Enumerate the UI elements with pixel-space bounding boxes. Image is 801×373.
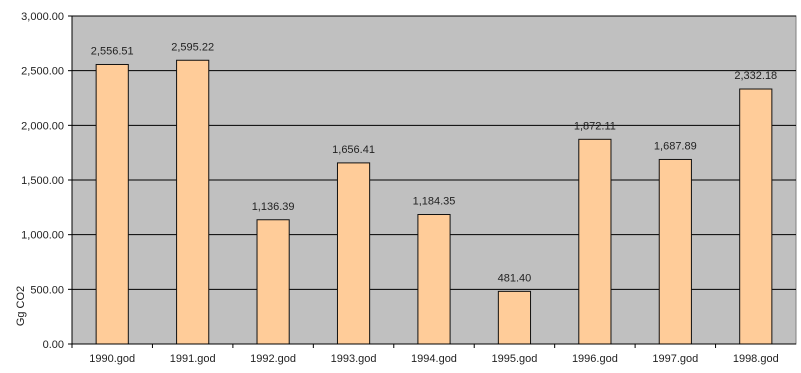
x-tick-label: 1997.god bbox=[652, 353, 698, 365]
bar bbox=[658, 158, 692, 345]
bar bbox=[417, 214, 451, 345]
y-axis-label: Gg CO2 bbox=[15, 286, 27, 326]
y-axis: 0.00 500.00 1,000.00 1,500.00 2,000.00 2,500.… bbox=[21, 11, 73, 351]
bar bbox=[256, 219, 290, 345]
data-label: 2,332.18 bbox=[734, 70, 777, 82]
bar bbox=[95, 63, 129, 345]
x-tick-label: 1996.god bbox=[572, 353, 618, 365]
data-labels: 2,556.51 2,595.22 1,136.39 1,656.41 1,184.35… bbox=[91, 41, 777, 284]
x-tick-label: 1992.god bbox=[250, 353, 296, 365]
y-tick-label: 0.00 bbox=[43, 339, 64, 351]
x-tick-label: 1991.god bbox=[170, 353, 216, 365]
bar bbox=[578, 138, 612, 345]
x-tick-label: 1995.god bbox=[491, 353, 537, 365]
data-label: 1,656.41 bbox=[332, 144, 375, 156]
data-label: 481.40 bbox=[498, 272, 532, 284]
y-tick-label: 3,000.00 bbox=[21, 11, 64, 23]
data-label: 1,136.39 bbox=[252, 201, 295, 213]
y-tick-label: 2,000.00 bbox=[21, 120, 64, 132]
bars bbox=[95, 59, 773, 345]
x-axis: 1990.god 1991.god 1992.god 1993.god 1994.god… bbox=[71, 343, 796, 365]
y-tick-label: 1,500.00 bbox=[21, 175, 64, 187]
data-label: 1,687.89 bbox=[654, 140, 697, 152]
data-label: 2,595.22 bbox=[171, 41, 214, 53]
data-label: 1,872.11 bbox=[574, 120, 616, 132]
bar bbox=[336, 162, 371, 345]
x-tick-label: 1994.god bbox=[411, 353, 457, 365]
y-tick-label: 2,500.00 bbox=[21, 66, 64, 78]
x-tick-label: 1998.god bbox=[733, 353, 779, 365]
data-label: 2,556.51 bbox=[91, 45, 134, 57]
bar bbox=[739, 88, 773, 345]
y-tick-label: 500.00 bbox=[30, 284, 64, 296]
bar bbox=[497, 290, 532, 345]
x-tick-label: 1990.god bbox=[89, 353, 135, 365]
data-label: 1,184.35 bbox=[413, 196, 456, 208]
y-tick-label: 1,000.00 bbox=[21, 230, 64, 242]
bar bbox=[176, 59, 210, 345]
x-tick-label: 1993.god bbox=[331, 353, 377, 365]
